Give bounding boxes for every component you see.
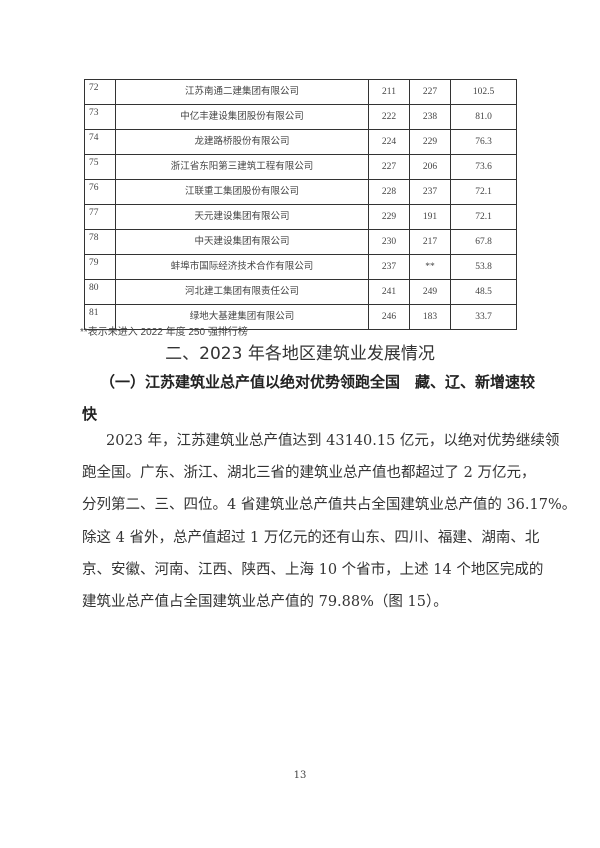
rank-number: 75	[89, 158, 99, 168]
cell-c5: 81.0	[450, 104, 517, 130]
section-title: 二、2023 年各地区建筑业发展情况	[165, 344, 435, 364]
cell-name: 江苏南通二建集团有限公司	[115, 79, 369, 105]
cell-name: 绿地大基建集团有限公司	[115, 304, 369, 330]
cell-c4: 229	[409, 129, 451, 155]
cell-c5: 73.6	[450, 154, 517, 180]
cell-c5: 48.5	[450, 279, 517, 305]
cell-c5: 67.8	[450, 229, 517, 255]
cell-c3: 227	[368, 154, 410, 180]
cell-rank: 74	[84, 129, 116, 155]
cell-c4: 206	[409, 154, 451, 180]
table-row: 75 浙江省东阳第三建筑工程有限公司 227 206 73.6	[84, 154, 517, 180]
cell-rank: 80	[84, 279, 116, 305]
paragraph-line: 除这 4 省外，总产值超过 1 万亿元的还有山东、四川、福建、湖南、北	[82, 530, 540, 546]
rank-number: 78	[89, 233, 99, 243]
cell-name: 天元建设集团有限公司	[115, 204, 369, 230]
cell-rank: 72	[84, 79, 116, 105]
cell-name: 江联重工集团股份有限公司	[115, 179, 369, 205]
paragraph-line: 分列第二、三、四位。4 省建筑业总产值共占全国建筑业总产值的 36.17%。	[82, 497, 577, 513]
cell-c5: 72.1	[450, 204, 517, 230]
subsection-title: （一）江苏建筑业总产值以绝对优势领跑全国 藏、辽、新增速较	[100, 373, 536, 391]
rank-number: 81	[89, 308, 99, 318]
paragraph-line: 建筑业总产值占全国建筑业总产值的 79.88%（图 15）。	[82, 594, 448, 610]
table-row: 79 蚌埠市国际经济技术合作有限公司 237 ** 53.8	[84, 254, 517, 280]
rank-number: 80	[89, 283, 99, 293]
cell-c5: 76.3	[450, 129, 517, 155]
rank-number: 72	[89, 83, 99, 93]
cell-c3: 230	[368, 229, 410, 255]
rank-number: 73	[89, 108, 99, 118]
cell-name: 河北建工集团有限责任公司	[115, 279, 369, 305]
paragraph-line: 2023 年，江苏建筑业总产值达到 43140.15 亿元，以绝对优势继续领	[106, 433, 560, 449]
table-row: 72 江苏南通二建集团有限公司 211 227 102.5	[84, 79, 517, 105]
cell-name: 中天建设集团有限公司	[115, 229, 369, 255]
cell-c4: 238	[409, 104, 451, 130]
cell-c4: 217	[409, 229, 451, 255]
page-number: 13	[293, 770, 307, 781]
table-row: 73 中亿丰建设集团股份有限公司 222 238 81.0	[84, 104, 517, 130]
cell-c3: 229	[368, 204, 410, 230]
cell-c3: 241	[368, 279, 410, 305]
rank-number: 77	[89, 208, 99, 218]
table-row: 74 龙建路桥股份有限公司 224 229 76.3	[84, 129, 517, 155]
paragraph-line: 京、安徽、河南、江西、陕西、上海 10 个省市，上述 14 个地区完成的	[82, 562, 544, 578]
rank-number: 79	[89, 258, 99, 268]
cell-name: 蚌埠市国际经济技术合作有限公司	[115, 254, 369, 280]
cell-rank: 79	[84, 254, 116, 280]
table-row: 80 河北建工集团有限责任公司 241 249 48.5	[84, 279, 517, 305]
cell-name: 龙建路桥股份有限公司	[115, 129, 369, 155]
cell-c5: 53.8	[450, 254, 517, 280]
cell-c5: 72.1	[450, 179, 517, 205]
cell-c3: 246	[368, 304, 410, 330]
table-row: 78 中天建设集团有限公司 230 217 67.8	[84, 229, 517, 255]
cell-c4: 237	[409, 179, 451, 205]
cell-name: 中亿丰建设集团股份有限公司	[115, 104, 369, 130]
table-row: 76 江联重工集团股份有限公司 228 237 72.1	[84, 179, 517, 205]
cell-rank: 77	[84, 204, 116, 230]
cell-c4: 249	[409, 279, 451, 305]
table-note: **表示未进入 2022 年度 250 强排行榜	[80, 327, 248, 338]
cell-c3: 222	[368, 104, 410, 130]
table-row: 81 绿地大基建集团有限公司 246 183 33.7	[84, 304, 517, 330]
rank-number: 74	[89, 133, 99, 143]
subsection-title-continued: 快	[82, 405, 98, 423]
cell-c3: 228	[368, 179, 410, 205]
paragraph-line: 跑全国。广东、浙江、湖北三省的建筑业总产值也都超过了 2 万亿元，	[82, 465, 536, 481]
cell-c4: 191	[409, 204, 451, 230]
cell-c4: **	[409, 254, 451, 280]
cell-c4: 183	[409, 304, 451, 330]
cell-rank: 76	[84, 179, 116, 205]
cell-c5: 102.5	[450, 79, 517, 105]
cell-c4: 227	[409, 79, 451, 105]
ranking-table: 72 江苏南通二建集团有限公司 211 227 102.5 73 中亿丰建设集团股份有限公司…	[84, 79, 517, 330]
cell-rank: 78	[84, 229, 116, 255]
cell-rank: 75	[84, 154, 116, 180]
table-row: 77 天元建设集团有限公司 229 191 72.1	[84, 204, 517, 230]
cell-rank: 81	[84, 304, 116, 330]
cell-c3: 237	[368, 254, 410, 280]
cell-name: 浙江省东阳第三建筑工程有限公司	[115, 154, 369, 180]
cell-c3: 224	[368, 129, 410, 155]
rank-number: 76	[89, 183, 99, 193]
cell-c3: 211	[368, 79, 410, 105]
cell-rank: 73	[84, 104, 116, 130]
cell-c5: 33.7	[450, 304, 517, 330]
